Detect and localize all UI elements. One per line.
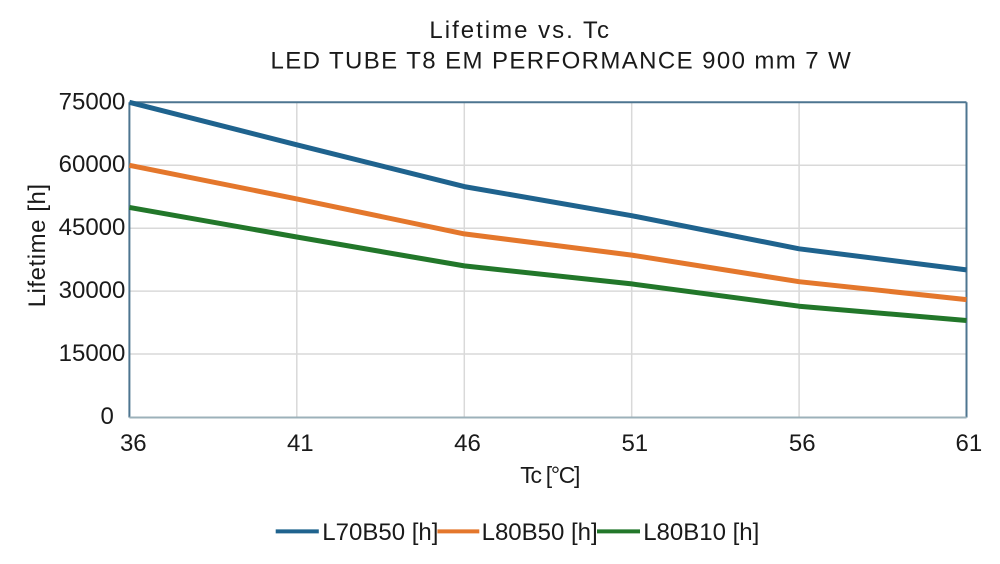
- svg-text:41: 41: [287, 430, 314, 457]
- svg-text:Lifetime vs. Tc: Lifetime vs. Tc: [429, 17, 611, 44]
- svg-text:45000: 45000: [59, 214, 126, 241]
- svg-text:46: 46: [454, 430, 481, 457]
- svg-text:36: 36: [120, 430, 147, 457]
- svg-text:15000: 15000: [59, 340, 126, 367]
- svg-text:56: 56: [789, 430, 816, 457]
- svg-text:L70B50 [h]: L70B50 [h]: [322, 519, 438, 546]
- svg-text:61: 61: [956, 430, 983, 457]
- svg-text:51: 51: [621, 430, 648, 457]
- svg-text:60000: 60000: [59, 151, 126, 178]
- svg-text:75000: 75000: [59, 88, 126, 115]
- svg-text:30000: 30000: [59, 277, 126, 304]
- svg-text:LED TUBE T8 EM PERFORMANCE 900: LED TUBE T8 EM PERFORMANCE 900 mm 7 W: [270, 48, 852, 75]
- svg-text:Tc [°C]: Tc [°C]: [520, 462, 579, 488]
- svg-text:L80B50 [h]: L80B50 [h]: [482, 519, 598, 546]
- svg-text:L80B10 [h]: L80B10 [h]: [643, 519, 759, 546]
- svg-text:0: 0: [101, 403, 114, 430]
- svg-text:Lifetime [h]: Lifetime [h]: [24, 183, 51, 307]
